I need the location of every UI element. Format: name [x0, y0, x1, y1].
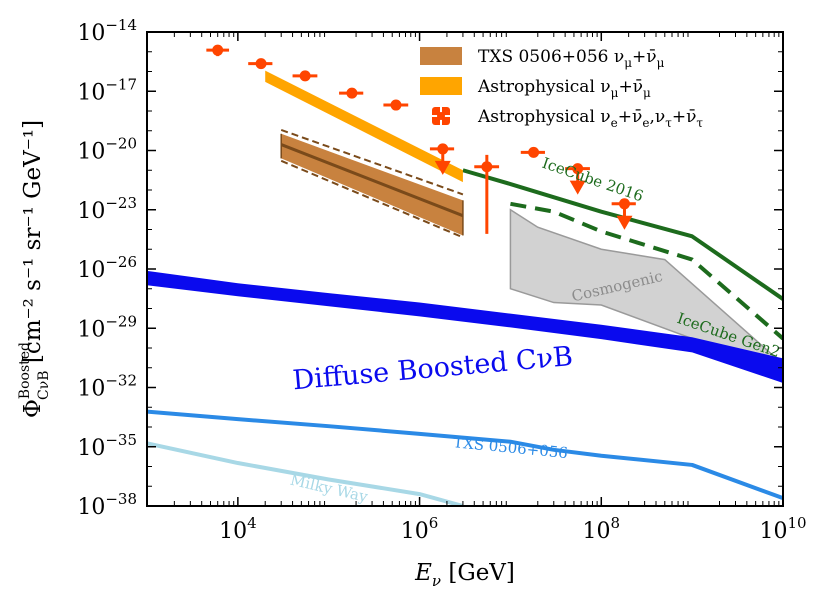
y-tick-label: 10−20 — [77, 135, 137, 165]
icecube-2016-line — [462, 168, 783, 301]
data-point-7 — [474, 154, 500, 234]
data-point-marker — [437, 143, 449, 155]
data-point-10 — [611, 198, 636, 230]
data-point-uplim-arrow — [434, 160, 451, 175]
data-point-marker — [618, 198, 630, 210]
y-tick-label: 10−29 — [77, 312, 137, 342]
data-point-8 — [520, 146, 545, 158]
txs-band-upper-dashed — [280, 128, 464, 196]
data-point-4 — [339, 87, 364, 99]
icecube-gen2-line — [510, 201, 783, 341]
series-layer — [147, 44, 783, 506]
data-point-3 — [292, 70, 318, 82]
diffuse-boosted-c-b-label: Diffuse Boosted CνB — [291, 341, 574, 396]
axis-labels: Eν [GeV] ΦBoosted CνB [cm⁻² s⁻¹ sr⁻¹ GeV⁻¹… — [17, 120, 515, 590]
x-axis-label: Eν [GeV] — [414, 560, 515, 590]
data-point-1 — [206, 44, 230, 57]
y-tick-label: 10−14 — [77, 16, 137, 46]
data-point-uplim-arrow — [616, 215, 633, 230]
legend-entry-3: Astrophysical νe+ν̄e,ντ+ν̄τ — [432, 107, 703, 130]
astrophysical-band — [265, 70, 463, 183]
y-axis-label: ΦBoosted CνB [cm⁻² s⁻¹ sr⁻¹ GeV⁻¹] — [17, 120, 52, 418]
cosmogenic-region — [509, 208, 783, 379]
legend-label: TXS 0506+056 νμ+ν̄μ — [478, 47, 665, 70]
legend-swatch — [420, 47, 462, 65]
x-tick-label: 106 — [401, 514, 439, 544]
legend-label: Astrophysical νe+ν̄e,ντ+ν̄τ — [477, 107, 703, 130]
legend-entry-2: Astrophysical νμ+ν̄μ — [420, 77, 651, 100]
data-point-marker — [346, 87, 358, 99]
data-point-marker — [390, 99, 402, 111]
txs-0506-056-label: TXS 0506+056 — [452, 433, 568, 462]
legend-entry-1: TXS 0506+056 νμ+ν̄μ — [420, 47, 665, 70]
txs-band-central-line — [280, 143, 464, 218]
milky-way-line — [147, 441, 464, 506]
data-point-marker — [255, 58, 267, 70]
diffuse-boosted-c-b-band — [147, 270, 783, 383]
y-tick-label: 10−32 — [77, 372, 137, 402]
y-tick-label: 10−35 — [77, 431, 137, 461]
legend-swatch — [420, 77, 462, 95]
x-tick-label: 108 — [583, 514, 621, 544]
txs-0506-056-line — [147, 409, 783, 501]
y-tick-label: 10−26 — [77, 253, 137, 283]
milky-way-label: Milky Way — [289, 471, 370, 506]
y-tick-label: 10−38 — [77, 490, 137, 520]
axes-layer: 104 106 108 1010 10−14 10−17 10−20 10−23 10−26 10… — [77, 16, 806, 544]
txs-0506-056-band — [281, 133, 463, 236]
legend: TXS 0506+056 νμ+ν̄μ Astrophysical νμ+ν̄μ A… — [420, 47, 703, 130]
data-point-5 — [383, 99, 409, 111]
y-tick-label: 10−17 — [77, 75, 137, 105]
legend-marker-dot — [437, 112, 445, 120]
x-tick-label: 104 — [219, 514, 257, 544]
data-point-marker — [481, 161, 493, 173]
data-point-marker — [299, 70, 311, 82]
data-point-marker — [572, 163, 584, 175]
data-point-9 — [565, 163, 590, 195]
data-point-6 — [429, 143, 455, 175]
y-tick-label: 10−23 — [77, 194, 137, 224]
data-point-marker — [212, 44, 224, 56]
data-point-marker — [528, 146, 540, 158]
data-point-2 — [248, 58, 273, 70]
data-point-uplim-arrow — [569, 180, 586, 195]
legend-label: Astrophysical νμ+ν̄μ — [477, 77, 651, 100]
x-tick-label: 1010 — [759, 514, 806, 544]
